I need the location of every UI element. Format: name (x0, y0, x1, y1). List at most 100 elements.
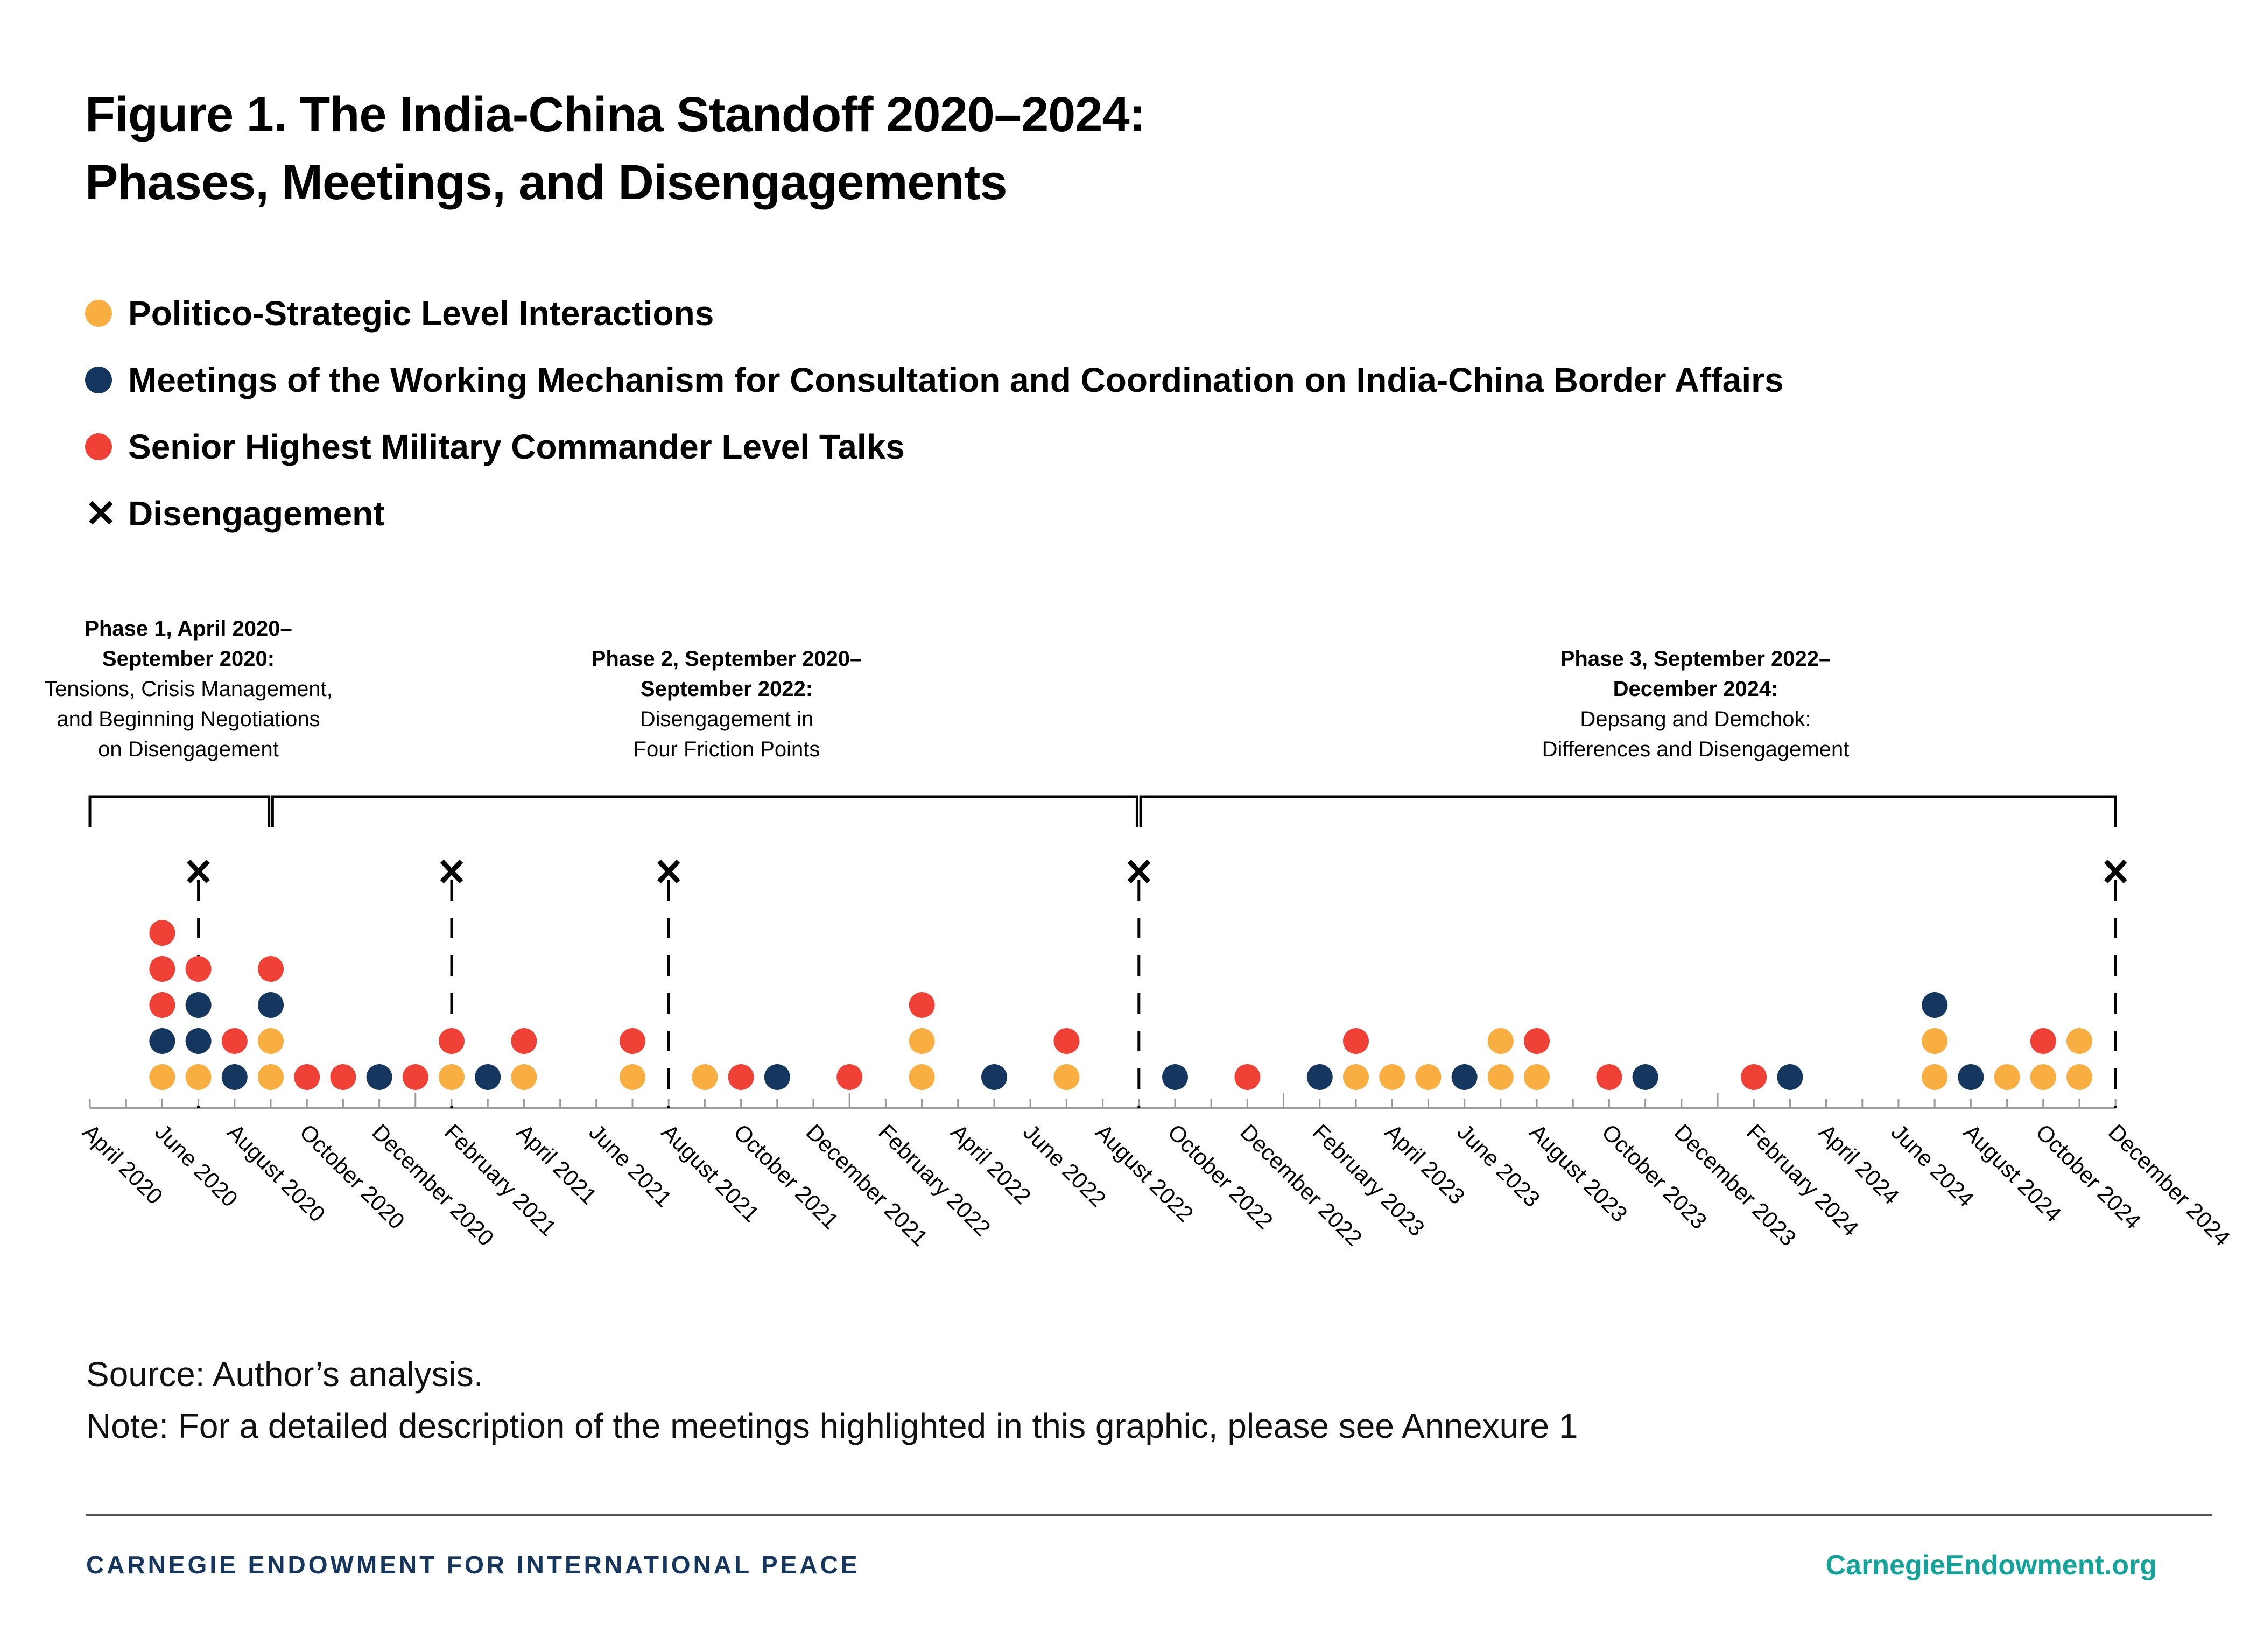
source-text: Source: Author’s analysis. (86, 1355, 483, 1394)
event-dot-military (258, 956, 284, 982)
event-dot-wmcc (1306, 1064, 1333, 1090)
phase-description: on Disengagement (98, 737, 279, 761)
event-dot-political (909, 1064, 935, 1090)
event-dot-military (1343, 1028, 1369, 1054)
event-dot-political (1922, 1028, 1948, 1054)
legend: Politico-Strategic Level Interactions Me… (85, 280, 1784, 547)
phase-heading: September 2020: (102, 647, 275, 671)
event-dot-wmcc (764, 1064, 790, 1090)
tick-label: December 2023 (1669, 1119, 1801, 1251)
event-dot-political (692, 1064, 718, 1090)
event-dot-military (620, 1028, 645, 1054)
event-dot-wmcc (1451, 1064, 1478, 1090)
note-text: Note: For a detailed description of the … (86, 1407, 1578, 1445)
phase-bracket (271, 795, 1138, 827)
event-dot-military (149, 992, 175, 1018)
red-dot-icon (85, 433, 112, 460)
phase-heading: Phase 1, April 2020– (85, 617, 292, 641)
tick-label: December 2022 (1235, 1119, 1367, 1251)
publisher-name: CARNEGIE ENDOWMENT FOR INTERNATIONAL PEA… (86, 1551, 860, 1579)
event-dot-wmcc (221, 1064, 248, 1090)
tick-label: December 2024 (2104, 1119, 2235, 1251)
event-dot-military (1053, 1028, 1080, 1054)
event-dot-military (149, 956, 175, 982)
publisher-url[interactable]: CarnegieEndowment.org (1825, 1550, 2157, 1581)
event-dot-political (909, 1028, 935, 1054)
disengagement-x-icon (440, 859, 463, 884)
phase-2-label: Phase 2, September 2020– September 2022:… (554, 644, 899, 764)
event-dot-military (836, 1064, 863, 1090)
event-dot-political (2066, 1028, 2092, 1054)
event-dot-political (2066, 1064, 2092, 1090)
phase-description: and Beginning Negotiations (57, 707, 320, 731)
yellow-dot-icon (85, 300, 112, 327)
phase-bracket (88, 795, 271, 827)
event-dot-wmcc (475, 1064, 501, 1090)
phase-heading: Phase 3, September 2022– (1560, 647, 1831, 671)
disengagement-x-icon (187, 859, 210, 884)
legend-label: Disengagement (128, 494, 385, 533)
event-dot-military (221, 1028, 248, 1054)
event-dot-wmcc (1922, 992, 1948, 1018)
phase-description: Four Friction Points (633, 737, 820, 761)
event-dot-political (258, 1028, 284, 1054)
event-dot-wmcc (185, 1028, 212, 1054)
event-dot-political (1379, 1064, 1405, 1090)
legend-item-political: Politico-Strategic Level Interactions (85, 280, 1784, 347)
event-dot-wmcc (981, 1064, 1007, 1090)
phase-heading: December 2024: (1613, 677, 1778, 701)
legend-item-military: Senior Highest Military Commander Level … (85, 413, 1784, 480)
event-dot-political (1524, 1064, 1550, 1090)
event-dot-political (185, 1064, 212, 1090)
tick-label: December 2020 (367, 1119, 499, 1251)
event-dot-military (185, 956, 212, 982)
event-dot-military (511, 1028, 537, 1054)
event-dot-wmcc (366, 1064, 392, 1090)
event-dot-political (1487, 1064, 1514, 1090)
event-dot-military (1596, 1064, 1622, 1090)
legend-label: Senior Highest Military Commander Level … (128, 427, 905, 466)
footer-divider (86, 1514, 2212, 1516)
title-line-2: Phases, Meetings, and Disengagements (85, 155, 1008, 210)
event-dot-wmcc (149, 1028, 175, 1054)
event-dot-military (909, 992, 935, 1018)
event-dot-military (294, 1064, 320, 1090)
phase-heading: Phase 2, September 2020– (591, 647, 862, 671)
event-dot-political (2030, 1064, 2056, 1090)
phase-description: Depsang and Demchok: (1580, 707, 1811, 731)
disengagement-x-icon (657, 859, 680, 884)
event-dot-political (1415, 1064, 1442, 1090)
event-dot-political (620, 1064, 645, 1090)
phase-1-label: Phase 1, April 2020– September 2020: Ten… (16, 614, 361, 764)
event-dot-military (402, 1064, 428, 1090)
event-dot-wmcc (1777, 1064, 1803, 1090)
legend-item-wmcc: Meetings of the Working Mechanism for Co… (85, 347, 1784, 413)
event-dot-political (439, 1064, 465, 1090)
phase-3-label: Phase 3, September 2022– December 2024: … (1523, 644, 1868, 764)
event-dot-wmcc (185, 992, 212, 1018)
phase-description: Tensions, Crisis Management, (44, 677, 333, 701)
event-dot-political (1343, 1064, 1369, 1090)
legend-label: Politico-Strategic Level Interactions (128, 294, 714, 333)
event-dot-military (728, 1064, 754, 1090)
event-dot-wmcc (1958, 1064, 1984, 1090)
event-dot-military (330, 1064, 356, 1090)
phase-description: Disengagement in (639, 707, 814, 731)
event-dot-military (2030, 1028, 2056, 1054)
legend-item-disengagement: ✕ Disengagement (85, 480, 1784, 547)
chart-title: Figure 1. The India-China Standoff 2020–… (85, 81, 1145, 216)
legend-label: Meetings of the Working Mechanism for Co… (128, 361, 1784, 399)
event-dot-political (258, 1064, 284, 1090)
event-dot-military (1741, 1064, 1767, 1090)
event-dot-wmcc (1632, 1064, 1658, 1090)
disengagement-x-icon (1127, 859, 1151, 884)
phase-heading: September 2022: (640, 677, 813, 701)
disengagement-x-icon (2104, 859, 2127, 884)
event-dot-wmcc (258, 992, 284, 1018)
event-dot-political (149, 1064, 175, 1090)
event-dot-military (1524, 1028, 1550, 1054)
event-dot-military (1234, 1064, 1261, 1090)
event-dot-political (1994, 1064, 2020, 1090)
cross-icon: ✕ (85, 493, 117, 535)
tick-label: December 2021 (801, 1119, 933, 1251)
